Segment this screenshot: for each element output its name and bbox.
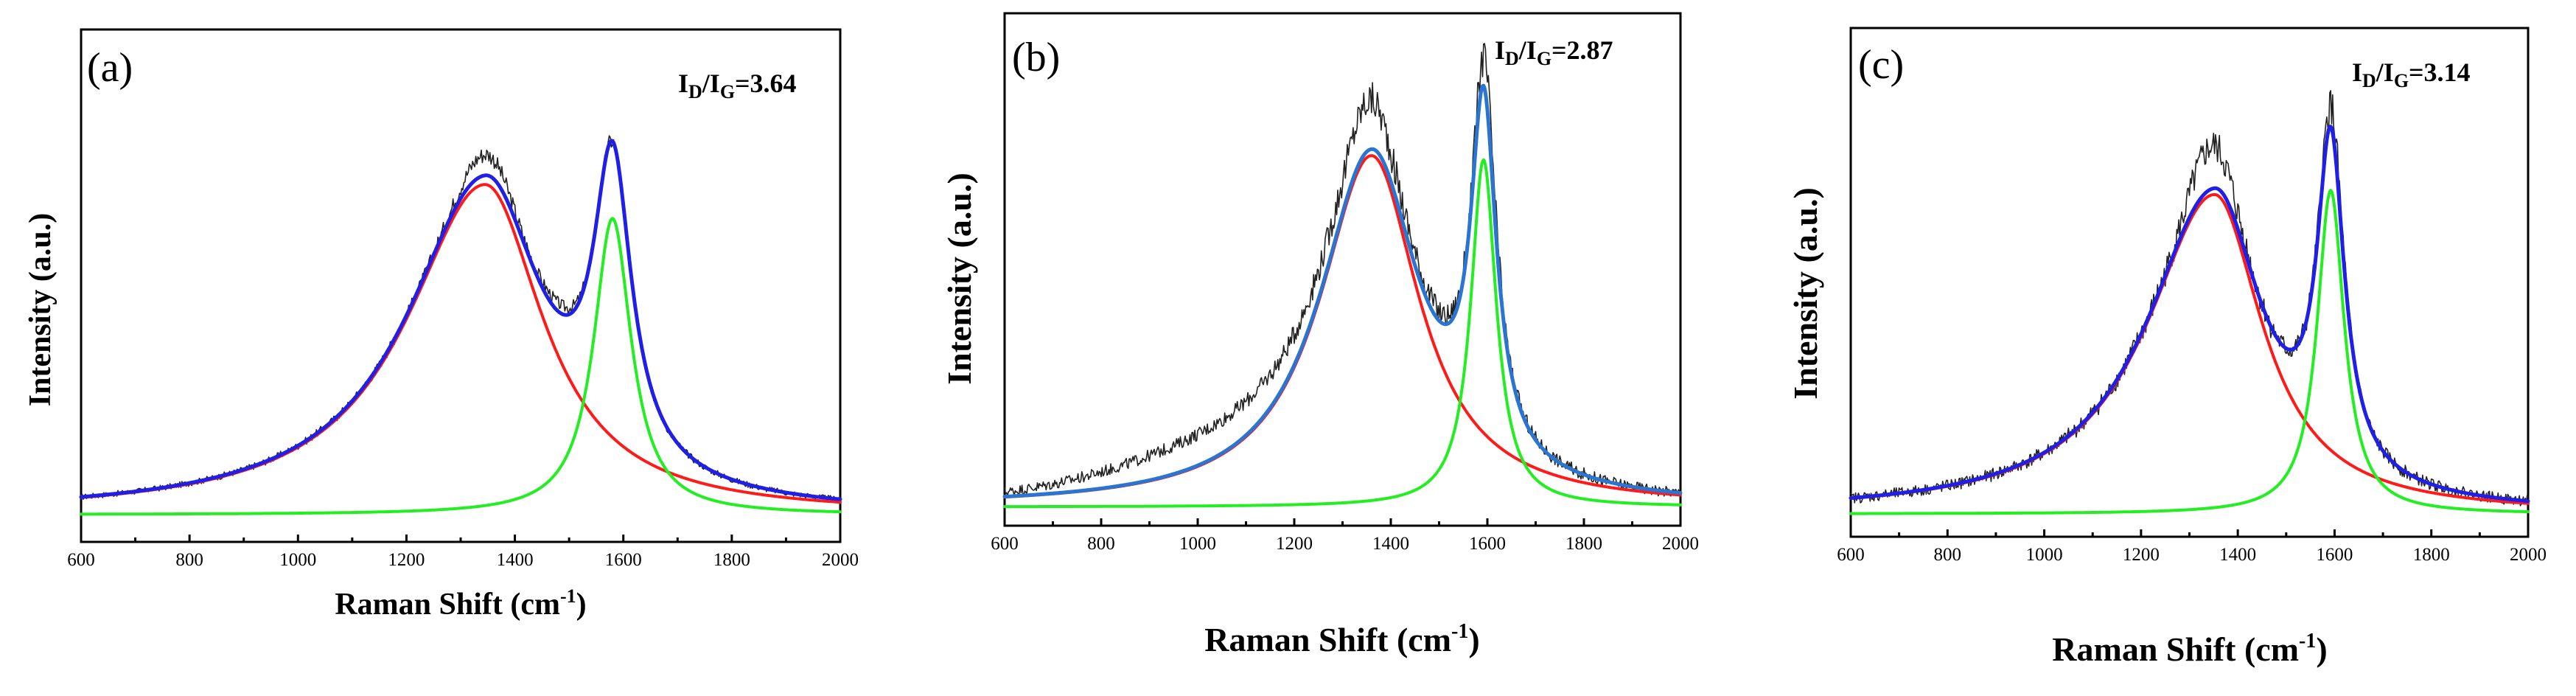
cumulative-fit-line	[79, 139, 842, 501]
ratio-sub-g: G	[2394, 70, 2409, 91]
ratio-i: I	[2352, 58, 2362, 87]
x-tick-label: 1400	[497, 550, 534, 570]
panel-b: 600 800 1000 1200 1400 1600 1800 2000 (b) ID/IG…	[940, 12, 1699, 658]
id-ig-ratio: ID/IG=3.64	[678, 69, 797, 102]
x-tick-label: 1600	[605, 550, 642, 570]
panel-label: (b)	[1012, 35, 1060, 80]
ratio-sub-g: G	[720, 81, 735, 102]
x-ticks: 600 800 1000 1200 1400 1600 1800 2000	[67, 535, 859, 570]
x-title-end: )	[1468, 621, 1479, 658]
ratio-sub-d: D	[1505, 48, 1519, 69]
d-band-fit-line	[1849, 192, 2530, 505]
ratio-i: I	[678, 69, 688, 98]
x-tick-label: 1400	[1372, 534, 1409, 554]
x-tick-label: 600	[991, 534, 1019, 554]
x-tick-label: 1000	[1179, 534, 1216, 554]
raw-spectrum-line	[1004, 43, 1681, 497]
ratio-sub-d: D	[688, 81, 702, 102]
x-tick-label: 800	[1087, 534, 1115, 554]
x-tick-label: 2000	[2510, 545, 2547, 565]
ratio-i: I	[1495, 35, 1505, 65]
ratio-slash: /I	[1518, 35, 1537, 65]
x-tick-label: 2000	[1662, 534, 1699, 554]
ratio-sub-g: G	[1537, 48, 1551, 69]
x-title-sup: -1	[560, 585, 576, 607]
x-tick-label: 600	[1837, 545, 1865, 565]
x-ticks: 600 800 1000 1200 1400 1600 1800 2000	[991, 518, 1699, 554]
cumulative-fit-line	[1002, 83, 1683, 499]
id-ig-ratio: ID/IG=3.14	[2352, 58, 2471, 91]
x-title-main: Raman Shift (cm	[335, 588, 560, 622]
x-title-sup: -1	[1451, 620, 1468, 643]
raw-spectrum-line	[80, 135, 841, 502]
curve-layer	[79, 135, 842, 516]
x-tick-label: 1000	[2026, 545, 2063, 565]
id-ig-ratio: ID/IG=2.87	[1495, 35, 1613, 69]
panel-label: (c)	[1858, 42, 1904, 88]
ratio-value: =3.64	[735, 69, 797, 98]
x-tick-label: 1800	[1566, 534, 1602, 554]
d-band-fit-line	[80, 183, 842, 504]
curve-layer	[1849, 90, 2530, 515]
ratio-sub-d: D	[2362, 70, 2376, 91]
plot-frame	[80, 28, 842, 543]
x-axis-title: Raman Shift (cm-1)	[1204, 620, 1479, 658]
x-ticks: 600 800 1000 1200 1400 1600 1800 2000	[1837, 529, 2547, 565]
g-band-fit-line	[1849, 189, 2530, 515]
y-axis-title: Intensity (a.u.)	[1787, 187, 1824, 400]
x-tick-label: 800	[1934, 545, 1962, 565]
x-tick-label: 1200	[2123, 545, 2160, 565]
x-axis-title: Raman Shift (cm-1)	[335, 585, 586, 622]
x-title-main: Raman Shift (cm	[2052, 630, 2299, 668]
x-tick-label: 1800	[2413, 545, 2450, 565]
x-tick-label: 1600	[1469, 534, 1506, 554]
panel-label: (a)	[87, 45, 133, 91]
x-axis-title: Raman Shift (cm-1)	[2052, 630, 2327, 668]
x-tick-label: 600	[67, 550, 95, 570]
x-tick-label: 1200	[1276, 534, 1313, 554]
x-title-main: Raman Shift (cm	[1204, 621, 1451, 658]
x-tick-label: 1200	[388, 550, 425, 570]
plot-frame	[1849, 27, 2530, 538]
x-tick-label: 1800	[713, 550, 750, 570]
ratio-value: =2.87	[1551, 35, 1613, 65]
y-axis-title: Intensity (a.u.)	[24, 213, 57, 407]
x-tick-label: 2000	[822, 550, 859, 570]
ratio-slash: /I	[2376, 58, 2394, 87]
y-axis-title: Intensity (a.u.)	[940, 173, 978, 385]
x-tick-label: 1400	[2219, 545, 2256, 565]
g-band-fit-line	[1003, 158, 1682, 509]
x-tick-label: 1000	[279, 550, 316, 570]
x-tick-label: 1600	[2316, 545, 2353, 565]
panel-a: 600 800 1000 1200 1400 1600 1800 2000 (a) ID/IG…	[24, 28, 859, 622]
cumulative-fit-line	[1849, 125, 2530, 504]
curve-layer	[1002, 43, 1683, 509]
x-title-end: )	[576, 588, 587, 622]
g-band-fit-line	[80, 217, 842, 516]
plot-frame	[1003, 12, 1682, 527]
ratio-slash: /I	[702, 69, 720, 98]
panel-c: 600 800 1000 1200 1400 1600 1800 2000 (c) ID/IG…	[1787, 27, 2547, 668]
x-title-sup: -1	[2299, 630, 2316, 652]
raw-spectrum-line	[1850, 90, 2529, 507]
x-title-end: )	[2316, 630, 2327, 668]
ratio-value: =3.14	[2409, 58, 2471, 87]
x-tick-label: 800	[175, 550, 203, 570]
